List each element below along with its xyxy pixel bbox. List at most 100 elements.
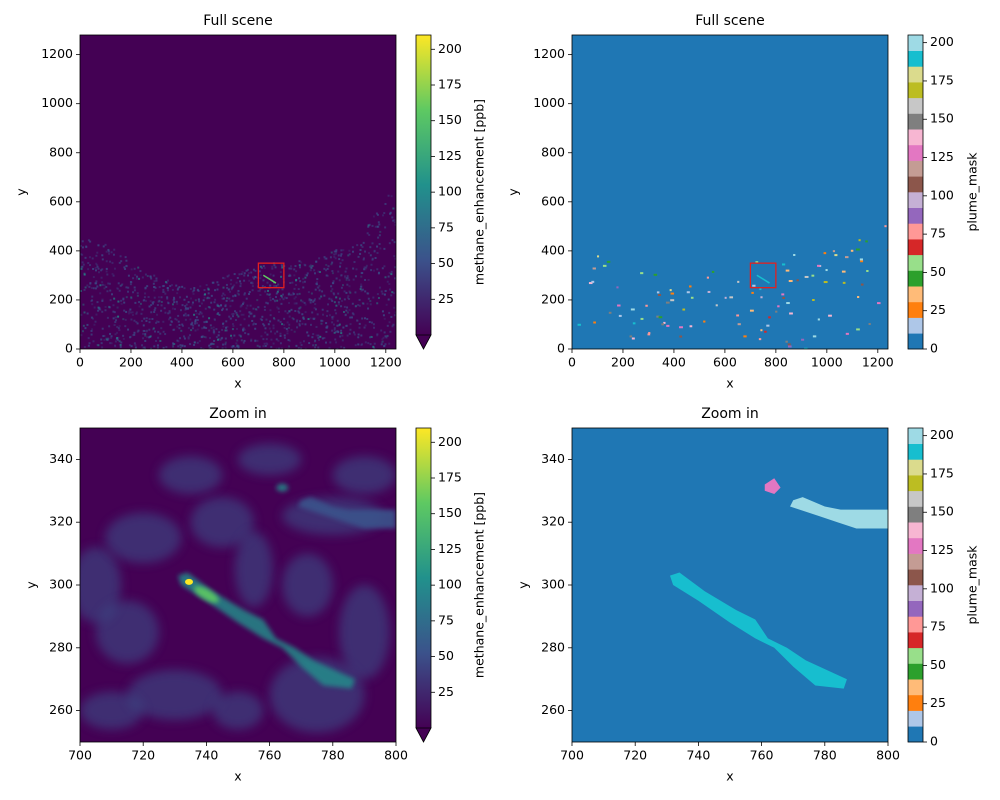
texture-pixel bbox=[250, 312, 253, 315]
texture-pixel bbox=[137, 329, 140, 332]
texture-pixel bbox=[84, 327, 87, 330]
y-tick-label: 800 bbox=[49, 144, 73, 159]
texture-pixel bbox=[269, 293, 272, 296]
texture-pixel bbox=[198, 300, 201, 303]
texture-pixel bbox=[171, 303, 174, 306]
y-tick-label: 1000 bbox=[41, 95, 73, 110]
texture-pixel bbox=[284, 310, 287, 313]
texture-pixel bbox=[133, 267, 136, 270]
colorbar-tick-label: 50 bbox=[438, 648, 454, 663]
texture-speck bbox=[656, 291, 660, 294]
texture-pixel bbox=[106, 273, 109, 276]
texture-pixel bbox=[226, 286, 229, 289]
texture-pixel bbox=[371, 257, 374, 260]
texture-pixel bbox=[170, 320, 173, 323]
texture-pixel bbox=[117, 327, 120, 330]
texture-pixel bbox=[361, 271, 364, 274]
texture-pixel bbox=[280, 294, 283, 297]
texture-pixel bbox=[256, 339, 259, 342]
texture-pixel bbox=[321, 308, 324, 311]
texture-pixel bbox=[340, 345, 343, 348]
texture-pixel bbox=[276, 330, 279, 333]
texture-pixel bbox=[360, 285, 363, 288]
texture-pixel bbox=[213, 318, 216, 321]
texture-pixel bbox=[311, 336, 314, 339]
texture-pixel bbox=[100, 276, 103, 279]
texture-pixel bbox=[230, 334, 233, 337]
texture-pixel bbox=[88, 342, 91, 345]
texture-speck bbox=[764, 330, 767, 333]
texture-pixel bbox=[196, 322, 199, 325]
texture-pixel bbox=[380, 329, 383, 332]
texture-pixel bbox=[310, 299, 313, 302]
texture-pixel bbox=[267, 289, 270, 292]
texture-pixel bbox=[376, 268, 379, 271]
texture-pixel bbox=[356, 319, 359, 322]
texture-pixel bbox=[262, 279, 265, 282]
texture-pixel bbox=[198, 313, 201, 316]
image-background bbox=[572, 428, 888, 742]
texture-pixel bbox=[297, 307, 300, 310]
texture-pixel bbox=[330, 251, 333, 254]
texture-speck bbox=[679, 326, 683, 329]
texture-pixel bbox=[91, 328, 94, 331]
texture-pixel bbox=[141, 308, 144, 311]
texture-pixel bbox=[173, 343, 176, 346]
texture-pixel bbox=[348, 285, 351, 288]
texture-pixel bbox=[222, 297, 225, 300]
texture-pixel bbox=[178, 327, 181, 330]
texture-pixel bbox=[334, 309, 337, 312]
texture-pixel bbox=[223, 294, 226, 297]
texture-pixel bbox=[313, 318, 316, 321]
texture-pixel bbox=[357, 333, 360, 336]
texture-speck bbox=[724, 296, 727, 299]
texture-pixel bbox=[97, 244, 100, 247]
texture-pixel bbox=[290, 308, 293, 311]
texture-blob bbox=[159, 456, 223, 494]
texture-pixel bbox=[204, 336, 207, 339]
texture-pixel bbox=[314, 288, 317, 291]
texture-pixel bbox=[342, 326, 345, 329]
texture-pixel bbox=[366, 317, 369, 320]
texture-pixel bbox=[87, 337, 90, 340]
texture-pixel bbox=[392, 323, 395, 326]
texture-pixel bbox=[312, 333, 315, 336]
texture-speck bbox=[857, 296, 860, 299]
texture-pixel bbox=[251, 319, 254, 322]
colorbar-tick-label: 50 bbox=[438, 255, 454, 270]
texture-pixel bbox=[132, 291, 135, 294]
colorbar-segment bbox=[908, 663, 923, 680]
texture-pixel bbox=[263, 267, 266, 270]
texture-speck bbox=[834, 254, 838, 257]
texture-pixel bbox=[388, 311, 391, 314]
texture-pixel bbox=[323, 257, 326, 260]
texture-pixel bbox=[367, 225, 370, 228]
texture-pixel bbox=[230, 337, 233, 340]
texture-pixel bbox=[107, 248, 110, 251]
texture-pixel bbox=[292, 292, 295, 295]
x-axis-label: x bbox=[234, 376, 241, 391]
texture-speck bbox=[812, 299, 815, 302]
texture-pixel bbox=[150, 347, 153, 349]
texture-pixel bbox=[341, 259, 344, 262]
texture-pixel bbox=[114, 321, 117, 324]
texture-pixel bbox=[383, 247, 386, 250]
texture-pixel bbox=[250, 338, 253, 341]
axes-frame bbox=[571, 34, 889, 350]
texture-pixel bbox=[258, 270, 261, 273]
texture-pixel bbox=[362, 258, 365, 261]
texture-pixel bbox=[318, 284, 321, 287]
texture-pixel bbox=[272, 297, 275, 300]
texture-pixel bbox=[254, 327, 257, 330]
texture-pixel bbox=[96, 251, 99, 254]
texture-pixel bbox=[313, 340, 316, 343]
texture-pixel bbox=[147, 296, 150, 299]
texture-pixel bbox=[185, 308, 188, 311]
texture-pixel bbox=[269, 299, 272, 302]
texture-pixel bbox=[92, 317, 95, 320]
texture-pixel bbox=[384, 343, 387, 346]
colorbar-tick-label: 200 bbox=[438, 434, 462, 449]
texture-pixel bbox=[239, 323, 242, 326]
texture-pixel bbox=[280, 296, 283, 299]
texture-speck bbox=[682, 308, 686, 311]
